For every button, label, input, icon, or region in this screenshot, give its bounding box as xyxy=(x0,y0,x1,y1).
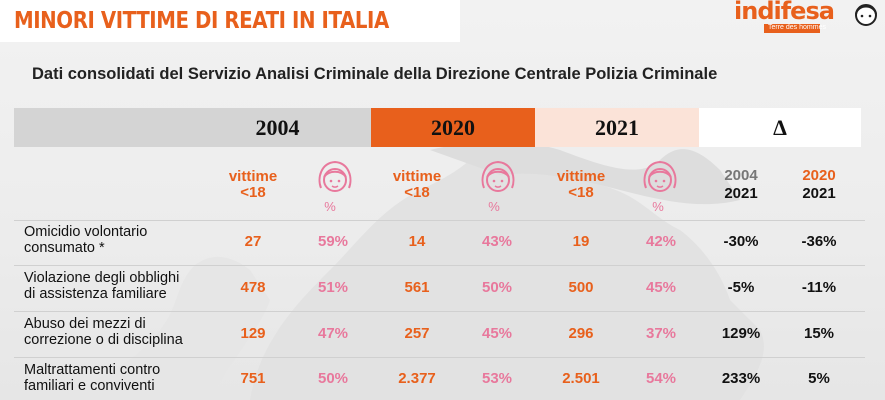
percent-header-2020: % xyxy=(488,199,500,214)
delta-2020-2021: 5% xyxy=(808,370,830,387)
delta-2004-2021: -30% xyxy=(723,233,759,250)
percent-header-2004: % xyxy=(324,199,336,214)
header-2021: 2021 xyxy=(535,108,699,147)
percent-2004: 50% xyxy=(317,370,349,387)
value-2004: 27 xyxy=(244,233,262,250)
row-label-line: correzione o di disciplina xyxy=(24,332,183,348)
row-label-line: Maltrattamenti contro xyxy=(24,362,161,378)
girl-icon-2004 xyxy=(318,160,352,192)
row-label-line: familiari e conviventi xyxy=(24,378,155,394)
count-header-2021: vittime <18 xyxy=(556,168,606,201)
value-2020: 2.377 xyxy=(398,370,436,387)
header-2004: 2004 xyxy=(14,108,371,147)
girl-face-logo-icon xyxy=(855,4,877,26)
year-2020-label: 2020 xyxy=(431,114,475,140)
percent-2021: 37% xyxy=(645,325,677,342)
delta-from-2004: 2004 xyxy=(724,167,758,184)
value-2021: 296 xyxy=(568,325,594,342)
percent-2020: 50% xyxy=(481,279,513,296)
row-label-line: Abuso dei mezzi di xyxy=(24,316,146,332)
percent-2021: 54% xyxy=(645,370,677,387)
row-label: Maltrattamenti contro familiari e convive… xyxy=(24,362,224,394)
percent-2004: 47% xyxy=(317,325,349,342)
delta-label: Δ xyxy=(773,114,787,140)
header-delta: Δ xyxy=(699,108,861,147)
value-2020: 14 xyxy=(408,233,426,250)
value-2004: 129 xyxy=(240,325,266,342)
indifesa-logo: indifesa Terre des hommes xyxy=(734,0,882,36)
logo-tag-bar xyxy=(764,24,820,33)
girl-icon-2021 xyxy=(643,160,677,192)
value-2004: 751 xyxy=(240,370,266,387)
percent-2021: 45% xyxy=(645,279,677,296)
row-divider xyxy=(14,220,865,221)
delta-to-2021-a: 2021 xyxy=(724,185,758,202)
value-2020: 561 xyxy=(404,279,430,296)
row-label-line: Omicidio volontario xyxy=(24,224,148,240)
row-label: Abuso dei mezzi di correzione o di discip… xyxy=(24,316,224,348)
value-2020: 257 xyxy=(404,325,430,342)
delta-2004-2021: 129% xyxy=(721,325,761,342)
count-header-2020: vittime <18 xyxy=(392,168,442,201)
percent-2020: 45% xyxy=(481,325,513,342)
row-label-line: consumato * xyxy=(24,240,105,256)
percent-2021: 42% xyxy=(645,233,677,250)
page-title: MINORI VITTIME DI REATI IN ITALIA xyxy=(14,8,389,34)
value-2004: 478 xyxy=(240,279,266,296)
girl-icon-2020 xyxy=(481,160,515,192)
delta-from-2020: 2020 xyxy=(802,167,836,184)
row-divider xyxy=(14,265,865,266)
percent-header-2021: % xyxy=(652,199,664,214)
count-header-2004: vittime <18 xyxy=(228,168,278,201)
delta-2020-2021: 15% xyxy=(803,325,835,342)
row-label: Violazione degli obblighi di assistenza f… xyxy=(24,270,224,302)
delta-2020-2021: -36% xyxy=(801,233,837,250)
percent-2020: 53% xyxy=(481,370,513,387)
row-label: Omicidio volontario consumato * xyxy=(24,224,224,256)
row-divider xyxy=(14,357,865,358)
delta-2020-2021: -11% xyxy=(801,279,837,296)
title-banner: MINORI VITTIME DI REATI IN ITALIA xyxy=(0,0,460,42)
value-2021: 2.501 xyxy=(562,370,600,387)
delta-2004-2021: -5% xyxy=(727,279,755,296)
year-2004-label: 2004 xyxy=(255,114,300,140)
delta-to-2021-b: 2021 xyxy=(802,185,836,202)
percent-2020: 43% xyxy=(481,233,513,250)
percent-2004: 59% xyxy=(317,233,349,250)
row-label-line: Violazione degli obblighi xyxy=(24,270,180,286)
percent-2004: 51% xyxy=(317,279,349,296)
logo-tag-text: Terre des hommes xyxy=(768,24,826,31)
header-2020: 2020 xyxy=(371,108,535,147)
value-2021: 19 xyxy=(572,233,590,250)
year-2021-label: 2021 xyxy=(595,114,639,140)
value-2021: 500 xyxy=(568,279,594,296)
subtitle: Dati consolidati del Servizio Analisi Cr… xyxy=(32,65,718,83)
row-label-line: di assistenza familiare xyxy=(24,286,167,302)
logo-text: indifesa xyxy=(734,0,835,25)
row-divider xyxy=(14,311,865,312)
delta-2004-2021: 233% xyxy=(721,370,761,387)
